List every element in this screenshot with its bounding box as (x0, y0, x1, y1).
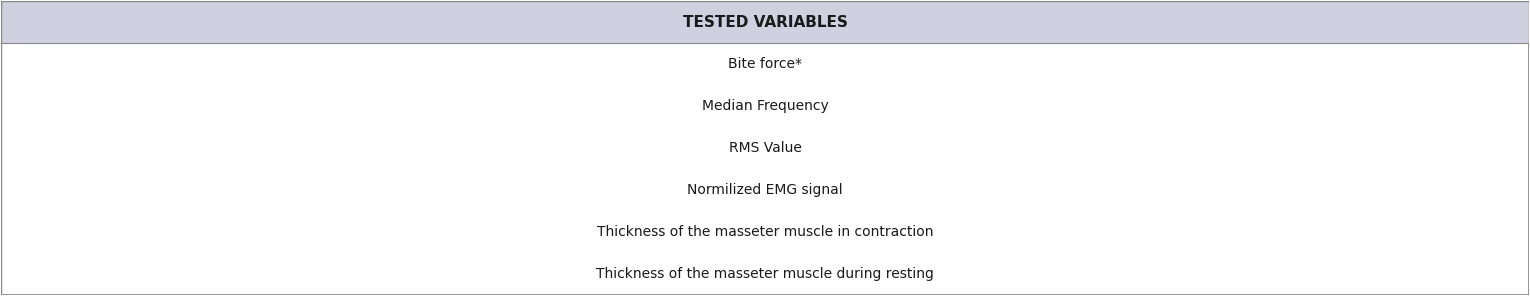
Text: Normilized EMG signal: Normilized EMG signal (687, 183, 843, 197)
Text: Bite force*: Bite force* (728, 57, 802, 71)
Text: RMS Value: RMS Value (728, 141, 802, 155)
Text: Median Frequency: Median Frequency (702, 99, 828, 113)
Text: Thickness of the masseter muscle in contraction: Thickness of the masseter muscle in cont… (597, 225, 933, 239)
Text: TESTED VARIABLES: TESTED VARIABLES (682, 15, 848, 30)
Text: Thickness of the masseter muscle during resting: Thickness of the masseter muscle during … (597, 267, 933, 281)
FancyBboxPatch shape (2, 1, 1528, 43)
